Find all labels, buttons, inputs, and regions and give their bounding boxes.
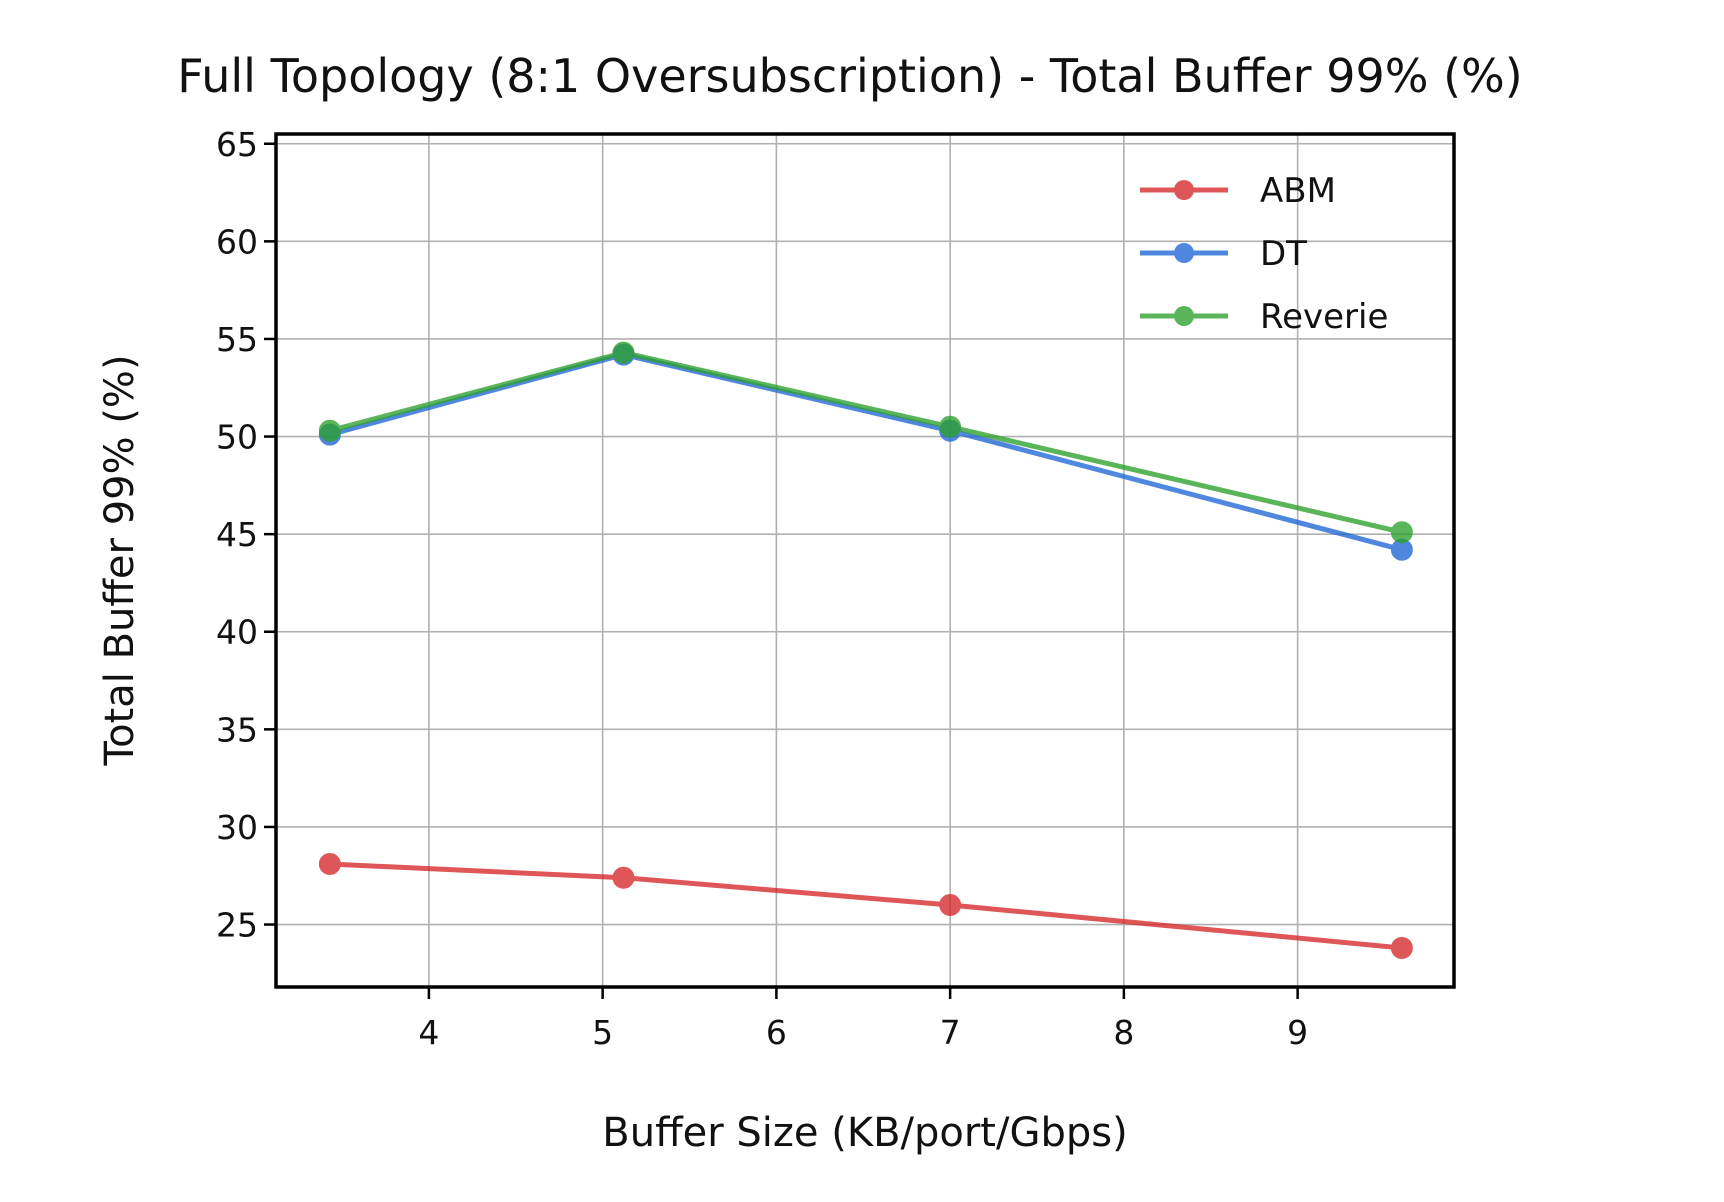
x-tick-label: 7 <box>940 1013 961 1052</box>
x-tick-label: 8 <box>1113 1013 1134 1052</box>
x-tick-label: 9 <box>1287 1013 1308 1052</box>
series-reverie <box>318 341 1413 544</box>
data-point <box>1390 521 1413 544</box>
grid <box>276 134 1454 987</box>
legend-swatch <box>1140 306 1228 326</box>
legend-item-reverie: Reverie <box>1140 297 1388 337</box>
legend-label: Reverie <box>1260 297 1388 337</box>
data-point <box>318 853 341 876</box>
plot-frame <box>274 132 1456 989</box>
legend: ABM DT Reverie <box>1140 171 1388 337</box>
y-tick-label: 55 <box>216 320 258 359</box>
legend-label: DT <box>1260 234 1307 274</box>
chart-title: Full Topology (8:1 Oversubscription) - T… <box>177 49 1522 103</box>
series-line <box>329 352 1403 553</box>
data-point <box>612 341 635 364</box>
y-tick-label: 30 <box>216 808 258 847</box>
legend-item-abm: ABM <box>1140 171 1336 211</box>
x-tick-label: 5 <box>592 1013 613 1052</box>
legend-item-dt: DT <box>1140 234 1307 274</box>
data-point <box>939 894 962 917</box>
series-dt <box>318 343 1413 561</box>
y-tick-label: 45 <box>216 515 258 554</box>
y-tick-label: 50 <box>216 418 258 457</box>
data-point <box>612 866 635 889</box>
series-layer <box>318 341 1413 959</box>
y-tick-label: 35 <box>216 710 258 749</box>
data-point <box>318 419 341 442</box>
series-line <box>329 861 1403 951</box>
y-axis-label: Total Buffer 99% (%) <box>97 354 143 766</box>
data-point <box>1390 936 1413 959</box>
series-abm <box>318 853 1413 959</box>
y-tick-label: 40 <box>216 613 258 652</box>
legend-label: ABM <box>1260 171 1336 211</box>
y-tick-label: 65 <box>216 125 258 164</box>
x-axis-label: Buffer Size (KB/port/Gbps) <box>602 1110 1127 1156</box>
y-tick-label: 60 <box>216 222 258 261</box>
data-point <box>939 415 962 438</box>
x-tick-label: 4 <box>418 1013 439 1052</box>
legend-swatch <box>1140 180 1228 200</box>
x-tick-label: 6 <box>766 1013 787 1052</box>
legend-swatch <box>1140 243 1228 263</box>
y-tick-label: 25 <box>216 906 258 945</box>
series-line <box>329 350 1403 535</box>
